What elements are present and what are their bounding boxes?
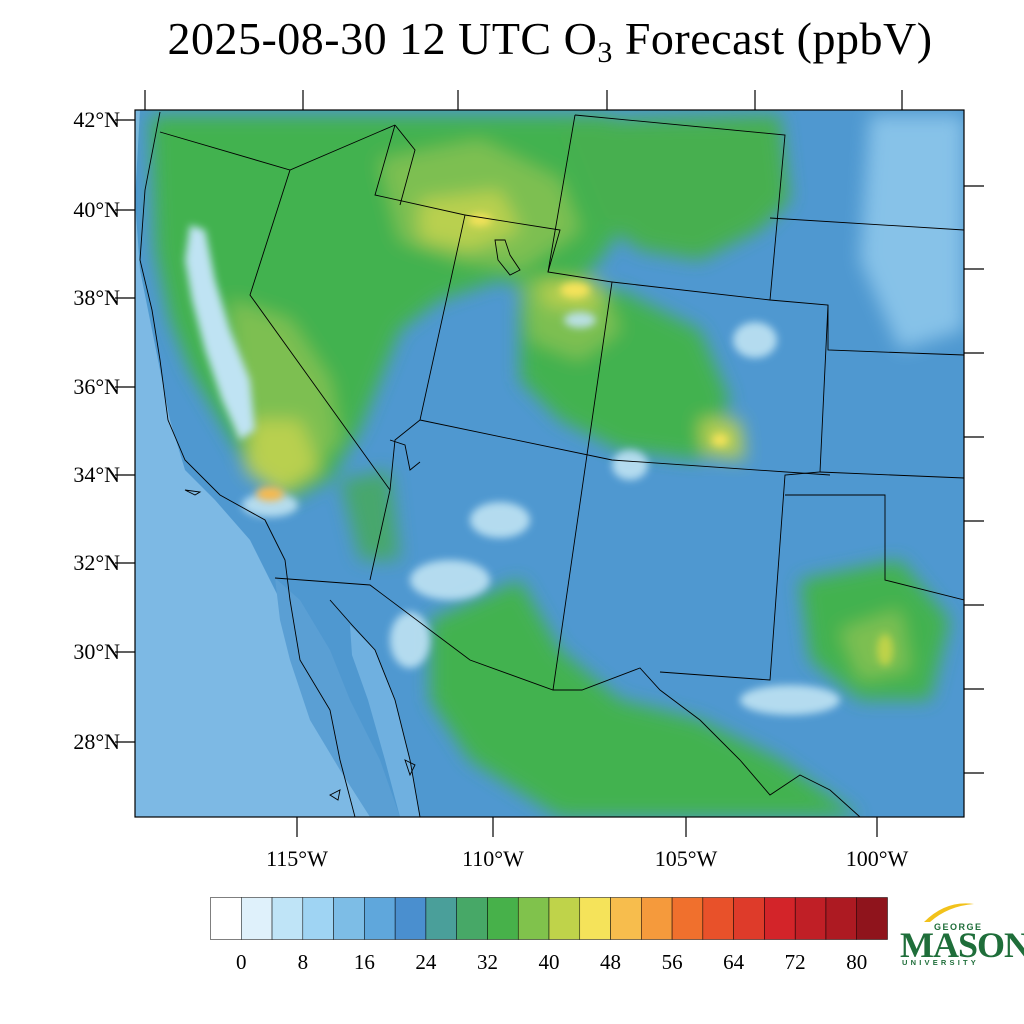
colorbar-tick-label: 8 (297, 950, 309, 974)
title-suffix: Forecast (ppbV) (612, 13, 933, 64)
colorbar-swatch (210, 897, 242, 940)
logo-mason: MASON (900, 925, 1024, 965)
logo-george: GEORGE (934, 922, 983, 932)
colorbar-swatch (702, 897, 734, 940)
colorbar-tick-label: 24 (415, 950, 437, 974)
colorbar-swatch (333, 897, 365, 940)
colorbar-swatch (610, 897, 642, 940)
colorbar-swatch (764, 897, 796, 940)
colorbar-tick-label: 64 (723, 950, 745, 974)
map-title: 2025-08-30 12 UTC O3 Forecast (ppbV) (0, 12, 1024, 70)
colorbar-swatch (517, 897, 550, 940)
colorbar-swatch (579, 897, 611, 940)
colorbar-tick-label: 32 (476, 950, 498, 974)
lat-label-30: 30°N (73, 639, 120, 664)
colorbar-tick-label: 72 (784, 950, 806, 974)
logo-university: UNIVERSITY (902, 958, 980, 967)
map-field (135, 110, 964, 817)
left-ticks (115, 119, 135, 743)
gulf-of-california (350, 625, 420, 817)
colorbar-swatch (794, 897, 827, 940)
logo-swoosh-icon (924, 903, 974, 922)
colorbar-swatch (425, 897, 457, 940)
gmu-logo: GEORGE MASON UNIVERSITY (896, 896, 1024, 976)
colorbar-swatch (487, 897, 519, 940)
colorbar-tick-label: 0 (236, 950, 247, 974)
colorbar-tick-label: 40 (538, 950, 560, 974)
lon-label-105w: 105°W (654, 846, 718, 871)
state-boundaries (139, 111, 964, 817)
right-ticks (964, 185, 984, 774)
colorbar-swatch (856, 897, 888, 940)
lon-label-100w: 100°W (845, 846, 909, 871)
colorbar-swatch (271, 897, 304, 940)
colorbar-swatch (548, 897, 581, 940)
lat-label-32: 32°N (73, 550, 120, 575)
colorbar-swatch (671, 897, 704, 940)
colorbar (210, 897, 888, 940)
title-subscript: 3 (597, 36, 613, 69)
colorbar-swatch (641, 897, 673, 940)
colorbar-tick-label: 48 (600, 950, 622, 974)
colorbar-tick-label: 56 (661, 950, 683, 974)
lon-label-115w: 115°W (266, 846, 328, 871)
colorbar-swatch (394, 897, 427, 940)
bottom-ticks (296, 817, 878, 837)
lat-label-34: 34°N (73, 462, 120, 487)
colorbar-swatch (302, 897, 334, 940)
colorbar-tick-label: 80 (846, 950, 868, 974)
colorbar-swatch (241, 897, 273, 940)
colorbar-swatch (364, 897, 396, 940)
colorbar-tick-label: 16 (353, 950, 375, 974)
top-ticks (144, 90, 903, 110)
lat-label-36: 36°N (73, 374, 120, 399)
colorbar-swatch (825, 897, 857, 940)
colorbar-swatch (733, 897, 765, 940)
lat-label-28: 28°N (73, 729, 120, 754)
lat-label-40: 40°N (73, 197, 120, 222)
lon-label-110w: 110°W (462, 846, 524, 871)
baja-land (275, 578, 400, 817)
colorbar-swatch (456, 897, 488, 940)
title-prefix: 2025-08-30 12 UTC O (167, 13, 598, 64)
lat-label-42: 42°N (73, 107, 120, 132)
lat-label-38: 38°N (73, 285, 120, 310)
